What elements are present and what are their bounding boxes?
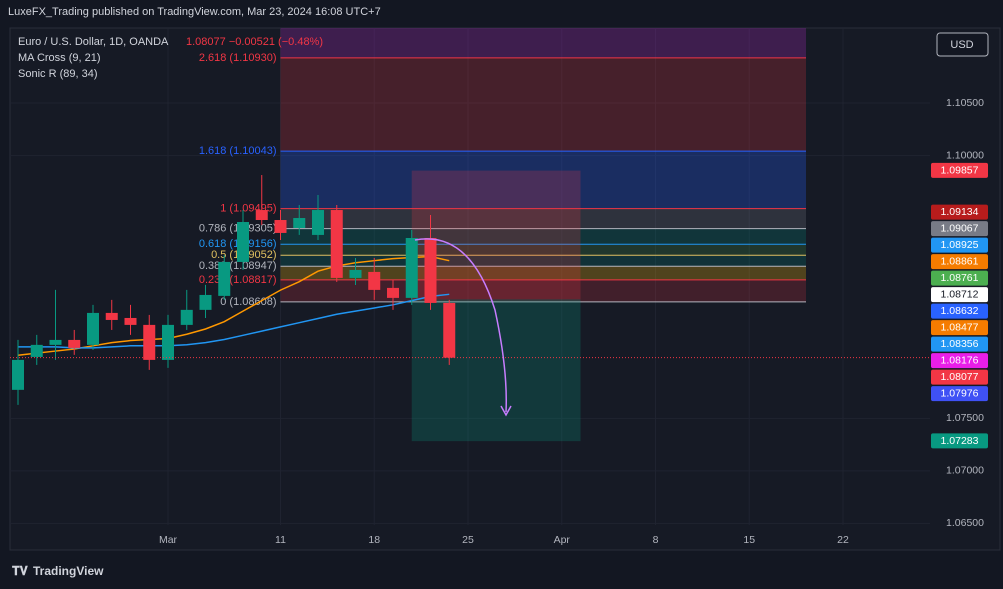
candle-body [143,324,156,360]
price-tag-label: 1.08477 [941,322,979,334]
target-zone [411,299,581,442]
price-tag [931,303,988,319]
fib-label: 0 (1.08608) [220,296,276,308]
indicator-line [17,255,450,357]
candle-body [12,359,24,390]
currency[interactable]: USD [950,39,973,51]
candle-body [330,210,343,278]
y-tick-label: 1.10500 [946,97,984,109]
candle-body [199,294,212,310]
candle-body [68,339,81,348]
candle-body [312,210,324,235]
price-tag [931,336,988,352]
logo: 𝐓𝐕 [12,564,29,578]
price-tag-label: 1.08712 [941,289,979,301]
last-change: 1.08077 −0.00521 (−0.48%) [186,36,323,48]
candle-body [30,344,43,357]
indicator-line [18,293,450,349]
price-tag-label: 1.08632 [941,305,979,317]
currency-button[interactable] [936,32,989,57]
fib-extension-fill [280,28,806,58]
price-tag [931,254,988,270]
candle-body [218,261,231,296]
indicator: MA Cross (9, 21) [18,52,101,64]
x-tick-label: 18 [368,534,380,546]
marks: 2.618 (1.10930) 1.618 (1.10043) 1 (1.09495… [10,28,930,442]
price-tag-label: 1.07283 [941,435,979,447]
price-tag-label: 1.08925 [941,239,979,251]
candle-body [405,237,418,298]
candle-body [349,269,362,278]
candle-body [49,339,62,345]
candle-body [293,218,306,228]
price-tag [931,204,988,220]
symbol: Euro / U.S. Dollar, 1D, OANDA [18,36,169,48]
price-tag-label: 1.08861 [941,256,979,268]
price-tag [931,237,988,253]
price-tag [931,369,988,385]
fib-label: 0.236 (1.08817) [199,274,277,286]
fib-fill [280,255,806,267]
fib-fill [280,57,806,152]
x-tick-label: 11 [275,534,286,546]
header: LuxeFX_Trading published on TradingView.… [8,6,381,18]
x-tick-label: 22 [837,534,849,546]
fib-fill [280,151,806,209]
price-tag [931,386,988,402]
candle-body [105,312,118,320]
x-tick-label: 8 [653,534,659,546]
fib-label: 2.618 (1.10930) [199,52,277,64]
candle-body [368,271,381,290]
price-tag [931,287,988,303]
candle-body [87,312,99,345]
y-tick-label: 1.10000 [946,149,984,161]
candle-body [162,324,174,360]
x-tick-label: 15 [743,534,755,546]
price-tag [931,162,988,178]
candle-body [274,220,287,233]
fib-fill [280,208,806,229]
fib-label: 1 (1.09495) [220,203,276,215]
price-tag-label: 1.09134 [941,206,979,218]
y-tick-label: 1.07000 [946,465,984,477]
candle-body [387,287,399,298]
candle-body [180,309,193,325]
price-tag-label: 1.08761 [941,272,979,284]
arrow-head [500,405,512,417]
grid [10,28,930,525]
price-tag-label: 1.07976 [941,388,979,400]
price-tag [931,270,988,286]
price-tag-label: 1.08077 [941,371,979,383]
price-tag [931,320,988,336]
footer: TradingView [33,564,104,578]
plot-frame [9,27,1001,551]
candle-body [443,302,456,358]
fib-label: 0.382 (1.08947) [199,260,277,272]
price-tag [931,221,988,237]
stop-zone [411,170,581,300]
fib-label: 1.618 (1.10043) [199,145,277,157]
price-tag-label: 1.09067 [941,223,979,235]
y-tick-label: 1.07500 [946,412,984,424]
candle-body [237,222,249,262]
x-tick-label: Apr [554,534,571,546]
indicator: Sonic R (89, 34) [18,68,97,80]
y-tick-label: 1.06500 [946,517,984,529]
fib-fill [280,244,806,256]
x-tick-label: Mar [159,534,178,546]
x-tick-label: 25 [462,534,474,546]
price-tag-label: 1.08176 [941,355,979,367]
candle-body [124,317,137,325]
projection-arrow [414,238,507,413]
price-tag [931,433,988,449]
candle-body [424,237,437,303]
price-tag-label: 1.09857 [941,164,979,176]
price-tag-label: 1.08356 [941,338,979,350]
price-tag [931,353,988,369]
candle-body [255,210,268,221]
